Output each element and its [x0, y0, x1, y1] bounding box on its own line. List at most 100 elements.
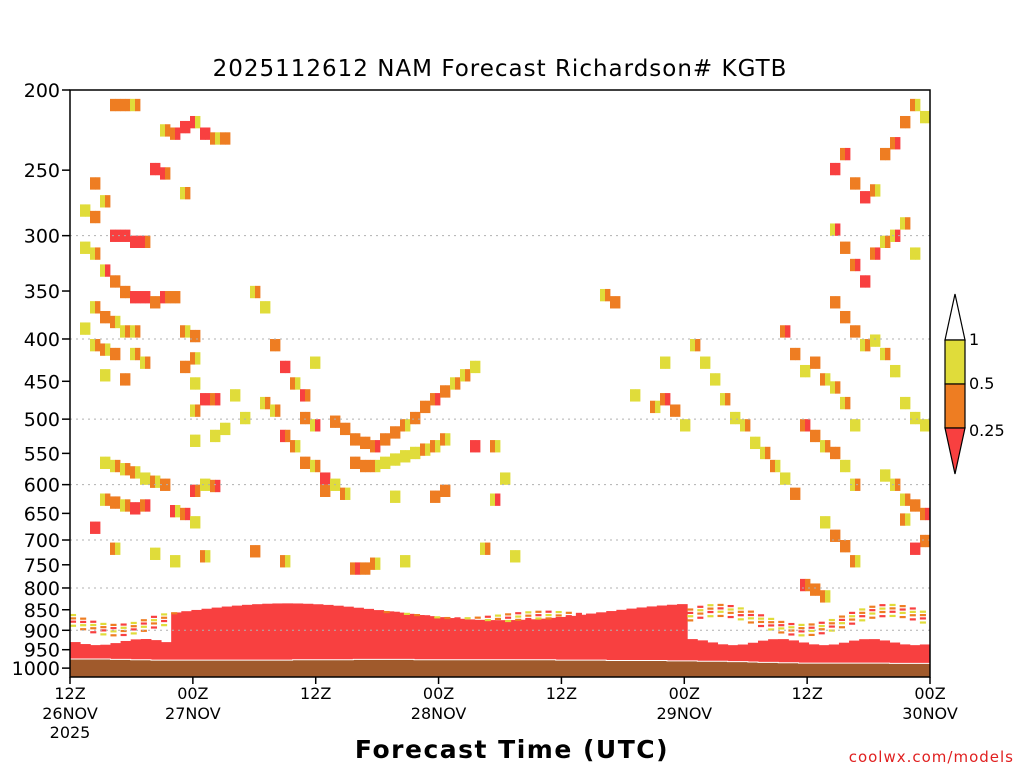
ri-cell	[155, 162, 161, 176]
ri-cell	[905, 115, 911, 129]
ri-cell	[95, 338, 101, 352]
ri-cell	[889, 614, 896, 618]
ri-cell	[120, 629, 127, 633]
y-tick-label: 500	[24, 409, 60, 431]
ri-cell	[295, 440, 301, 453]
ri-cell	[845, 540, 851, 553]
ri-cell	[355, 433, 361, 446]
ri-cell	[575, 614, 587, 661]
ri-cell	[808, 633, 815, 637]
ri-cell	[900, 396, 906, 410]
ri-cell	[825, 590, 831, 603]
ri-cell	[360, 562, 366, 575]
ri-cell	[90, 521, 96, 534]
ri-cell	[70, 613, 77, 617]
ri-cell	[345, 422, 351, 436]
ri-cell	[835, 446, 841, 460]
ri-cell	[875, 334, 881, 347]
ri-cell	[110, 634, 117, 637]
ri-cell	[370, 557, 376, 570]
ri-cell	[231, 605, 243, 661]
ri-cell	[145, 499, 151, 512]
ri-cell	[845, 310, 851, 324]
ri-cell	[130, 291, 136, 304]
ri-cell	[280, 360, 286, 374]
ri-cell	[155, 475, 161, 488]
ri-cell	[785, 325, 791, 338]
ri-cell	[125, 463, 131, 476]
ri-cell	[200, 550, 206, 563]
ri-cell	[880, 469, 886, 482]
ri-cell	[755, 436, 761, 450]
ri-cell	[860, 338, 866, 352]
ri-cell	[700, 356, 706, 369]
y-tick-label: 450	[24, 371, 60, 393]
ri-cell	[355, 562, 361, 575]
ri-cell	[140, 291, 146, 304]
ri-cell	[899, 615, 906, 619]
ri-cell	[90, 623, 97, 627]
ri-cell	[400, 555, 406, 568]
ri-cell	[535, 617, 542, 620]
ri-cell	[849, 615, 856, 618]
ri-cell	[375, 440, 381, 453]
ri-cell	[403, 613, 415, 660]
ri-cell	[195, 377, 201, 390]
ri-cell	[100, 369, 106, 382]
ri-cell	[115, 347, 121, 361]
ri-cell	[470, 360, 476, 374]
ri-cell	[410, 411, 416, 425]
ri-cell	[140, 356, 146, 369]
y-tick-label: 250	[24, 160, 60, 182]
ri-cell	[305, 389, 311, 402]
ri-cell	[707, 615, 714, 618]
ri-cell	[135, 347, 141, 361]
ri-cell	[390, 453, 396, 466]
ri-cell	[879, 610, 886, 614]
y-tick-label: 950	[24, 640, 60, 662]
ri-cell	[171, 612, 178, 615]
ri-cell	[140, 629, 147, 632]
ri-cell	[430, 490, 436, 503]
ri-cell	[909, 645, 921, 664]
ri-cell	[85, 322, 91, 335]
ri-cell	[855, 555, 861, 568]
ri-cell	[210, 429, 216, 443]
ri-cell	[820, 590, 826, 603]
ri-cell	[820, 516, 826, 529]
y-tick-label: 750	[24, 555, 60, 577]
ri-cell	[525, 611, 532, 614]
ri-cell	[393, 611, 400, 614]
ri-cell	[737, 610, 744, 613]
ri-cell	[808, 623, 815, 626]
ri-cell	[717, 603, 724, 607]
ri-cell	[919, 621, 926, 624]
ri-cell	[300, 389, 306, 402]
ri-cell	[879, 640, 891, 664]
ri-cell	[889, 603, 896, 607]
ri-cell	[70, 624, 77, 627]
ri-cell	[905, 217, 911, 230]
ri-cell	[849, 640, 860, 664]
ri-cell	[353, 607, 364, 660]
ri-cell	[215, 479, 221, 493]
ri-cell	[95, 210, 101, 224]
x-tick-time: 12Z	[791, 684, 822, 703]
ri-cell	[115, 315, 121, 329]
ri-cell	[115, 275, 121, 288]
ri-cell	[747, 617, 754, 620]
ri-cell	[100, 493, 106, 506]
ri-cell	[275, 338, 281, 352]
ri-cell	[515, 619, 526, 660]
ri-cell	[80, 241, 86, 254]
ri-cell	[135, 98, 141, 112]
ri-cell	[110, 623, 117, 626]
ri-cell	[434, 616, 441, 619]
ri-cell	[190, 329, 196, 343]
ri-cell	[919, 617, 926, 620]
ri-cell	[310, 459, 316, 473]
ri-cell	[170, 555, 176, 568]
ri-cell	[838, 626, 846, 629]
ri-cell	[859, 615, 866, 618]
